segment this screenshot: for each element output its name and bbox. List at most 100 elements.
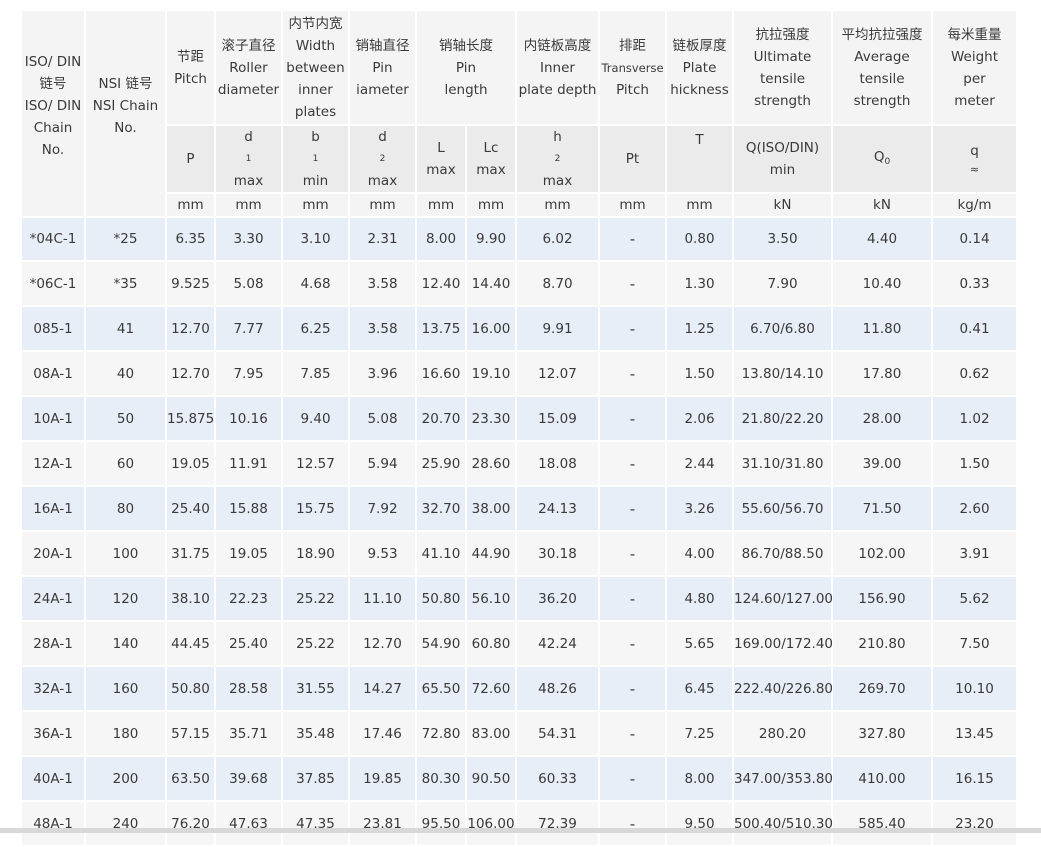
cell-iso-chain-no: *04C-1 (22, 217, 86, 262)
table-row: 20A-1 100 31.75 19.05 18.90 9.53 41.10 44.90 30.… (22, 531, 1016, 577)
cell-inner-width: 6.25 (282, 306, 350, 352)
unit-cell: mm (282, 193, 350, 218)
cell-pin-diameter: 3.58 (349, 306, 417, 352)
cell-pin-length-lc: 14.40 (466, 261, 517, 307)
cell-plate-thickness: 4.80 (666, 576, 734, 622)
unit-cell: mm (349, 193, 417, 218)
cell-plate-thickness: 7.25 (666, 711, 734, 757)
cell-pin-length-l: 32.70 (416, 486, 467, 532)
cell-inner-width: 35.48 (282, 711, 350, 757)
cell-average-tensile: 269.70 (832, 666, 933, 712)
cell-iso-chain-no: *06C-1 (22, 261, 86, 307)
table-row: *06C-1 *35 9.525 5.08 4.68 3.58 12.40 14.40 8.70… (22, 261, 1016, 307)
cell-ansi-chain-no: 40 (85, 351, 167, 397)
symbol-width: b 1 min (282, 125, 350, 194)
cell-ansi-chain-no: 180 (85, 711, 167, 757)
cell-transverse-pitch: - (599, 621, 667, 667)
header-weight-per-meter: 每米重量 Weight per meter (932, 11, 1016, 126)
cell-pitch: 76.20 (166, 801, 216, 847)
cell-pin-diameter: 12.70 (349, 621, 417, 667)
cell-roller-diameter: 10.16 (215, 396, 283, 442)
unit-cell: mm (516, 193, 600, 218)
unit-cell: mm (166, 193, 216, 218)
header-width-between-inner-plates: 内节内宽 Width between inner plates (282, 11, 350, 126)
cell-roller-diameter: 7.95 (215, 351, 283, 397)
cell-roller-diameter: 39.68 (215, 756, 283, 802)
header-inner-plate-depth: 内链板高度 Inner plate depth (516, 11, 600, 126)
cell-pin-length-lc: 106.00 (466, 801, 517, 847)
cell-ansi-chain-no: 100 (85, 531, 167, 577)
cell-pitch: 38.10 (166, 576, 216, 622)
cell-inner-plate-depth: 9.91 (516, 306, 600, 352)
cell-ansi-chain-no: 41 (85, 306, 167, 352)
symbol-inner-plate: h 2 max (516, 125, 600, 194)
cell-plate-thickness: 9.50 (666, 801, 734, 847)
cell-inner-plate-depth: 36.20 (516, 576, 600, 622)
cell-plate-thickness: 2.06 (666, 396, 734, 442)
cell-ultimate-tensile: 6.70/6.80 (733, 306, 833, 352)
symbol-transverse: Pt (599, 125, 667, 194)
cell-iso-chain-no: 10A-1 (22, 396, 86, 442)
cell-transverse-pitch: - (599, 711, 667, 757)
cell-transverse-pitch: - (599, 261, 667, 307)
header-unit-row: mm mm mm mm mm mm mm mm mm kN kN kg/m (22, 193, 1016, 218)
cell-ansi-chain-no: *25 (85, 217, 167, 262)
cell-inner-width: 25.22 (282, 576, 350, 622)
cell-transverse-pitch: - (599, 576, 667, 622)
cell-roller-diameter: 11.91 (215, 441, 283, 487)
header-pin-length: 销轴长度 Pin length (416, 11, 517, 126)
cell-pitch: 6.35 (166, 217, 216, 262)
cell-pin-length-lc: 16.00 (466, 306, 517, 352)
cell-inner-width: 12.57 (282, 441, 350, 487)
table-header: ISO/ DIN 链号 ISO/ DIN Chain No. NSI 链号 NSI Cha… (22, 11, 1016, 218)
cell-plate-thickness: 4.00 (666, 531, 734, 577)
symbol-ultimate: Q(ISO/DIN) min (733, 125, 833, 194)
cell-inner-plate-depth: 30.18 (516, 531, 600, 577)
cell-pin-length-lc: 56.10 (466, 576, 517, 622)
cell-pitch: 19.05 (166, 441, 216, 487)
unit-cell: kg/m (932, 193, 1016, 218)
cell-plate-thickness: 1.30 (666, 261, 734, 307)
cell-inner-plate-depth: 60.33 (516, 756, 600, 802)
cell-ansi-chain-no: 140 (85, 621, 167, 667)
cell-roller-diameter: 25.40 (215, 621, 283, 667)
cell-ultimate-tensile: 3.50 (733, 217, 833, 262)
cell-iso-chain-no: 40A-1 (22, 756, 86, 802)
cell-ultimate-tensile: 86.70/88.50 (733, 531, 833, 577)
cell-plate-thickness: 1.25 (666, 306, 734, 352)
cell-average-tensile: 10.40 (832, 261, 933, 307)
cell-plate-thickness: 6.45 (666, 666, 734, 712)
cell-inner-plate-depth: 8.70 (516, 261, 600, 307)
cell-ultimate-tensile: 55.60/56.70 (733, 486, 833, 532)
cell-pin-diameter: 11.10 (349, 576, 417, 622)
cell-average-tensile: 28.00 (832, 396, 933, 442)
header-transverse-pitch: 排距 Transverse Pitch (599, 11, 667, 126)
cell-ultimate-tensile: 169.00/172.40 (733, 621, 833, 667)
table-row: 36A-1 180 57.15 35.71 35.48 17.46 72.80 83.00 54… (22, 711, 1016, 757)
table-row: 32A-1 160 50.80 28.58 31.55 14.27 65.50 72.60 48… (22, 666, 1016, 712)
cell-pitch: 50.80 (166, 666, 216, 712)
header-ansi-chain-no: NSI 链号 NSI Chain No. (85, 11, 167, 218)
cell-pin-length-l: 20.70 (416, 396, 467, 442)
cell-inner-width: 18.90 (282, 531, 350, 577)
cell-transverse-pitch: - (599, 486, 667, 532)
unit-cell: mm (215, 193, 283, 218)
cell-iso-chain-no: 20A-1 (22, 531, 86, 577)
cell-ultimate-tensile: 222.40/226.80 (733, 666, 833, 712)
cell-pin-diameter: 9.53 (349, 531, 417, 577)
chain-spec-table: ISO/ DIN 链号 ISO/ DIN Chain No. NSI 链号 NSI Cha… (22, 11, 1016, 847)
header-iso-din-chain-no: ISO/ DIN 链号 ISO/ DIN Chain No. (22, 11, 86, 218)
symbol-roller: d 1 max (215, 125, 283, 194)
cell-pitch: 44.45 (166, 621, 216, 667)
cell-plate-thickness: 5.65 (666, 621, 734, 667)
cell-weight-per-meter: 10.10 (932, 666, 1016, 712)
cell-transverse-pitch: - (599, 351, 667, 397)
cell-pin-diameter: 14.27 (349, 666, 417, 712)
cell-pin-length-lc: 72.60 (466, 666, 517, 712)
cell-transverse-pitch: - (599, 306, 667, 352)
cell-pitch: 12.70 (166, 351, 216, 397)
table-row: 10A-1 50 15.875 10.16 9.40 5.08 20.70 23.30 15.0… (22, 396, 1016, 442)
table-row: 16A-1 80 25.40 15.88 15.75 7.92 32.70 38.00 24.1… (22, 486, 1016, 532)
cell-pin-length-lc: 19.10 (466, 351, 517, 397)
